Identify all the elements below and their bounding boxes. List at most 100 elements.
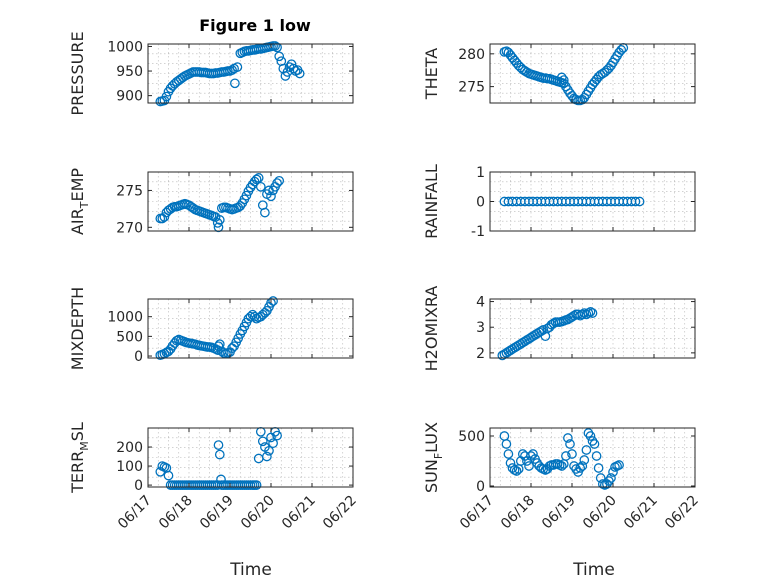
- data-point: [604, 476, 614, 486]
- y-axis-label-subscript: F: [432, 453, 445, 459]
- x-tick-label: 06/20: [238, 493, 278, 533]
- x-tick-label: 06/21: [279, 493, 319, 533]
- y-tick-label: 0: [476, 479, 485, 495]
- y-tick-label: 2: [476, 346, 485, 362]
- data-point: [286, 59, 297, 70]
- data-point: [630, 196, 641, 207]
- y-axis-label: PRESSURE: [68, 31, 87, 115]
- y-axis-label-subscript: T: [78, 201, 91, 209]
- y-axis-label: TERRMSL: [68, 422, 91, 494]
- x-tick-label: 06/22: [662, 493, 702, 533]
- y-tick-label: 1: [476, 165, 485, 181]
- y-tick-label: 4: [476, 295, 485, 311]
- data-point: [216, 474, 226, 485]
- data-point: [528, 449, 538, 459]
- data-point: [214, 449, 225, 460]
- y-axis-label-rest: EMP: [68, 168, 87, 202]
- axes-box: [147, 427, 354, 488]
- data-point: [230, 78, 240, 89]
- data-point: [556, 72, 567, 83]
- data-point: [260, 207, 270, 218]
- y-tick-label: 0: [134, 349, 143, 365]
- x-tick-label: 06/20: [580, 493, 620, 533]
- data-point: [505, 458, 516, 468]
- x-axis-label-left: Time: [229, 560, 272, 580]
- y-tick-label: 200: [116, 440, 143, 456]
- data-point: [591, 451, 602, 461]
- y-axis-label: THETA: [422, 48, 441, 100]
- y-axis-label-rest: SL: [68, 422, 87, 441]
- data-point: [212, 218, 223, 228]
- data-point: [634, 196, 645, 207]
- x-tick-label: 06/18: [156, 493, 196, 533]
- data-point: [268, 296, 278, 306]
- y-tick-label: 500: [458, 429, 485, 445]
- data-point: [583, 428, 594, 438]
- data-point: [253, 173, 264, 183]
- subplot-2: 275 280 THETA: [422, 43, 696, 106]
- data-point: [214, 215, 225, 225]
- y-tick-label: 900: [116, 89, 143, 105]
- y-tick-label: 280: [458, 47, 485, 63]
- data-point: [583, 308, 594, 318]
- x-tick-label: 06/18: [498, 493, 538, 533]
- data-point: [511, 466, 522, 476]
- data-point: [272, 178, 282, 188]
- data-point: [561, 451, 571, 461]
- data-point: [212, 345, 223, 355]
- data-point: [581, 445, 592, 455]
- axes-box: [147, 171, 354, 232]
- data-point: [616, 45, 627, 55]
- y-tick-label: 270: [116, 220, 143, 236]
- data-point: [274, 175, 285, 186]
- data-point: [288, 63, 299, 74]
- subplot-5: 0 500 1000 MIXDEPTH: [68, 287, 354, 370]
- data-point: [241, 190, 252, 201]
- data-point: [538, 324, 549, 335]
- data-point: [214, 339, 225, 350]
- subplot-6: 2 3 4 H2OMIXRA: [422, 286, 696, 371]
- data-point: [556, 461, 567, 471]
- y-axis-label-main: SUN: [422, 459, 441, 493]
- data-point: [227, 65, 237, 75]
- data-point: [585, 306, 596, 317]
- y-axis-label-main: AIR: [68, 208, 87, 235]
- data-point: [501, 439, 512, 449]
- data-point: [253, 453, 264, 464]
- data-point: [251, 480, 262, 490]
- data-point: [567, 449, 577, 459]
- data-point: [272, 42, 282, 53]
- data-point: [264, 445, 274, 456]
- data-point: [503, 449, 514, 459]
- data-point: [587, 308, 598, 318]
- data-point: [563, 433, 573, 443]
- data-point: [606, 473, 616, 483]
- x-tick-label: 06/21: [621, 493, 661, 533]
- y-tick-label: 275: [458, 80, 485, 96]
- data-point: [255, 181, 266, 192]
- data-point: [257, 436, 268, 447]
- data-point: [579, 455, 590, 465]
- data-point: [163, 470, 174, 481]
- data-point: [585, 431, 596, 441]
- data-point: [251, 174, 262, 185]
- data-point: [587, 436, 598, 446]
- data-point: [262, 451, 272, 462]
- y-tick-label: 500: [116, 329, 143, 345]
- data-point: [577, 461, 588, 471]
- data-point: [161, 91, 172, 102]
- y-tick-label: 0: [134, 478, 143, 494]
- axes-box: [147, 43, 354, 104]
- x-tick-label: 06/19: [539, 493, 579, 533]
- data-point: [589, 439, 600, 449]
- data-point: [232, 62, 243, 72]
- data-point: [593, 463, 604, 473]
- subplot-3: 270 275 AIRTEMP: [68, 168, 354, 236]
- x-tick-label: 06/17: [115, 493, 155, 533]
- subplot-7: 0 100 200 06/17 06/18 06/19 06/20 06/21 06/22 TER…: [68, 422, 360, 532]
- x-axis-label-right: Time: [572, 560, 615, 580]
- data-point: [266, 191, 276, 202]
- data-point: [614, 460, 624, 470]
- y-tick-label: 1000: [107, 310, 143, 326]
